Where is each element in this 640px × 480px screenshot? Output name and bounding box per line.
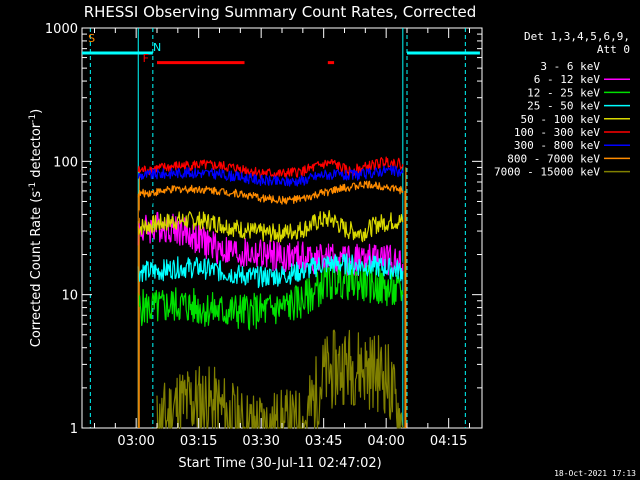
series-line-4 [137, 210, 404, 243]
y-axis-label-exp1: -1 [28, 182, 38, 191]
x-tick-label: 04:15 [430, 434, 467, 449]
x-tick-label: 03:15 [180, 434, 217, 449]
x-tick-label: 03:30 [242, 434, 279, 449]
series-line-5 [137, 156, 404, 179]
x-tick-label: 03:45 [305, 434, 342, 449]
legend-label-8: 7000 - 15000 keV [494, 166, 600, 179]
y-tick-label: 100 [53, 155, 78, 170]
y-axis-label-exp2: -1 [28, 114, 38, 123]
x-tick-label: 04:00 [367, 434, 404, 449]
plot-area: S NF 1 10 100 1000 03:00 03:15 03:30 03:45 04:00 0… [45, 22, 483, 449]
legend-label-5: 100 - 300 keV [514, 126, 600, 139]
flare-marker: F [143, 52, 149, 65]
y-axis-label-mid: detector [29, 122, 44, 182]
saa-marker: S [88, 32, 95, 45]
x-axis-label: Start Time (30-Jul-11 02:47:02) [178, 456, 381, 471]
legend-label-2: 12 - 25 keV [527, 86, 600, 99]
series-line-2 [137, 262, 404, 331]
y-axis-label-end: ) [29, 109, 44, 114]
legend-label-0: 3 - 6 keV [540, 60, 600, 73]
legend-label-3: 25 - 50 keV [527, 100, 600, 113]
chart-title: RHESSI Observing Summary Count Rates, Co… [84, 3, 477, 21]
y-tick-label: 1 [70, 422, 78, 437]
legend-header-line-2: Att 0 [597, 43, 630, 56]
legend-header: Det 1,3,4,5,6,9, Att 0 [524, 30, 630, 56]
series-line-8 [156, 329, 404, 429]
legend-label-6: 300 - 800 keV [514, 139, 600, 152]
series-line-3 [137, 253, 404, 289]
y-axis-label-main: Corrected Count Rate (s [29, 191, 44, 348]
series-line-7 [137, 180, 404, 205]
series-line-6 [137, 165, 404, 187]
legend-label-7: 800 - 7000 keV [507, 152, 600, 165]
y-axis-label: Corrected Count Rate (s-1 detector-1) [28, 109, 44, 347]
night-marker: N [153, 41, 161, 54]
x-tick-label: 03:00 [117, 434, 154, 449]
legend-header-line-1: Det 1,3,4,5,6,9, [524, 30, 630, 43]
timestamp: 18-Oct-2021 17:13 [554, 469, 636, 478]
axes-layer: 1 10 100 1000 03:00 03:15 03:30 03:45 04:00 04:15 [45, 22, 482, 449]
series-layer [137, 156, 406, 429]
y-tick-label: 10 [61, 289, 78, 304]
y-tick-label: 1000 [45, 22, 78, 37]
legend-label-4: 50 - 100 keV [521, 113, 601, 126]
legend-label-1: 6 - 12 keV [534, 73, 601, 86]
